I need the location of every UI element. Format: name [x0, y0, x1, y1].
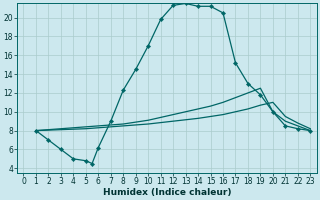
X-axis label: Humidex (Indice chaleur): Humidex (Indice chaleur): [103, 188, 231, 197]
